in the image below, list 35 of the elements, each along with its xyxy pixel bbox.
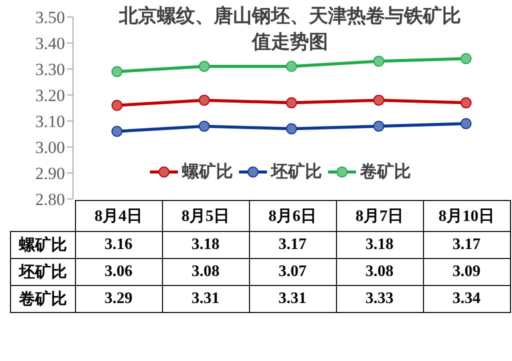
data-label: 3.31 xyxy=(249,286,336,312)
y-tick-label: 2.80 xyxy=(35,190,65,210)
text: 坯矿比 xyxy=(18,264,67,280)
data-label: 3.34 xyxy=(423,286,510,312)
data-label: 3.31 xyxy=(162,286,249,312)
y-tick-label: 2.90 xyxy=(35,164,65,184)
data-label: 3.29 xyxy=(75,286,162,312)
x-tick-label: 8月4日 xyxy=(75,200,162,232)
legend-label: 坯矿比 xyxy=(271,161,322,183)
text: 卷矿比 xyxy=(18,290,67,308)
data-label: 3.09 xyxy=(423,258,510,286)
y-tick-label: 3.50 xyxy=(35,8,65,28)
y-tick-label: 3.40 xyxy=(35,34,65,54)
y-tick-label: 3.20 xyxy=(35,86,65,106)
x-tick-label: 8月7日 xyxy=(336,200,423,232)
x-tick-label: 8月10日 xyxy=(423,200,510,232)
data-label: 3.18 xyxy=(336,232,423,258)
y-tick-label: 3.10 xyxy=(35,112,65,132)
x-tick-label: 8月5日 xyxy=(162,200,249,232)
data-label: 3.16 xyxy=(75,232,162,258)
text: 螺矿比 xyxy=(18,236,67,254)
data-label: 3.06 xyxy=(75,258,162,286)
data-label: 3.17 xyxy=(423,232,510,258)
legend-label: 螺矿比 xyxy=(182,161,233,183)
y-tick-label: 3.00 xyxy=(35,138,65,158)
data-label: 3.33 xyxy=(336,286,423,312)
data-label: 3.08 xyxy=(162,258,249,286)
x-tick-label: 8月6日 xyxy=(249,200,336,232)
data-label: 3.07 xyxy=(249,258,336,286)
data-label: 3.18 xyxy=(162,232,249,258)
y-tick-label: 3.30 xyxy=(35,60,65,80)
data-label: 3.17 xyxy=(249,232,336,258)
data-label: 3.08 xyxy=(336,258,423,286)
chart-title: 北京螺纹、唐山钢坯、天津热卷与铁矿比值走势图 xyxy=(118,4,462,55)
legend-label: 卷矿比 xyxy=(360,161,411,183)
